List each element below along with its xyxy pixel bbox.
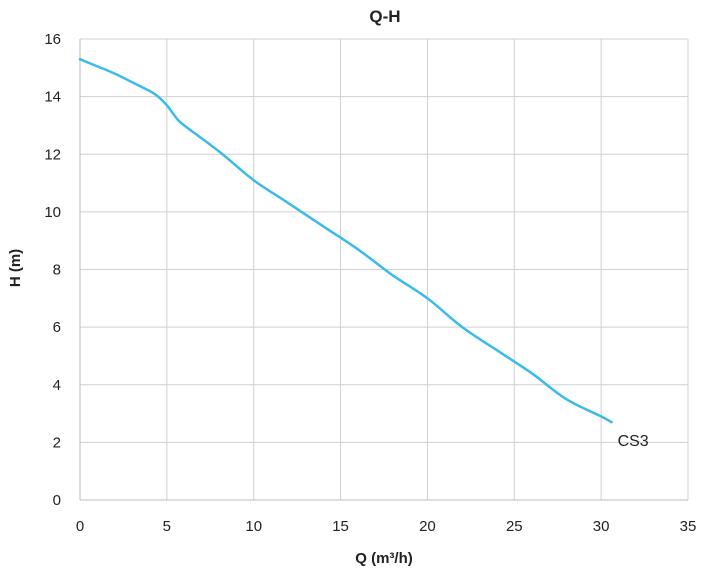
chart-title: Q-H [369,7,400,26]
x-tick-label: 35 [680,518,697,535]
x-tick-label: 20 [419,518,436,535]
series-label: CS3 [618,433,649,450]
y-tick-label: 14 [44,89,61,106]
series-line-cs3 [78,57,613,424]
y-tick-label: 4 [53,377,61,394]
y-tick-label: 8 [53,262,61,279]
series-group: CS3 [78,57,649,450]
x-tick-label: 5 [163,518,171,535]
x-tick-label: 30 [593,518,610,535]
x-tick-labels: 0 5 10 15 20 25 30 35 [76,518,697,535]
y-tick-label: 2 [53,434,61,451]
y-tick-label: 12 [44,146,61,163]
x-tick-label: 0 [76,518,84,535]
y-tick-labels: 0 2 4 6 8 10 12 14 16 [44,31,61,509]
x-axis-label: Q (m³/h) [355,550,413,567]
grid [80,38,689,500]
x-tick-label: 10 [245,518,262,535]
y-tick-label: 16 [44,31,61,48]
x-tick-label: 15 [332,518,349,535]
y-tick-label: 10 [44,204,61,221]
plot-frame [79,39,688,501]
y-tick-label: 0 [53,492,61,509]
y-tick-label: 6 [53,319,61,336]
x-tick-label: 25 [506,518,523,535]
y-axis-label: H (m) [7,249,24,287]
